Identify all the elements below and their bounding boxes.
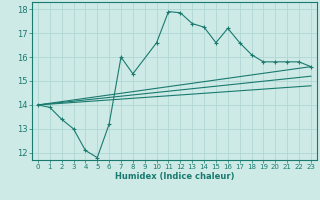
X-axis label: Humidex (Indice chaleur): Humidex (Indice chaleur)	[115, 172, 234, 181]
